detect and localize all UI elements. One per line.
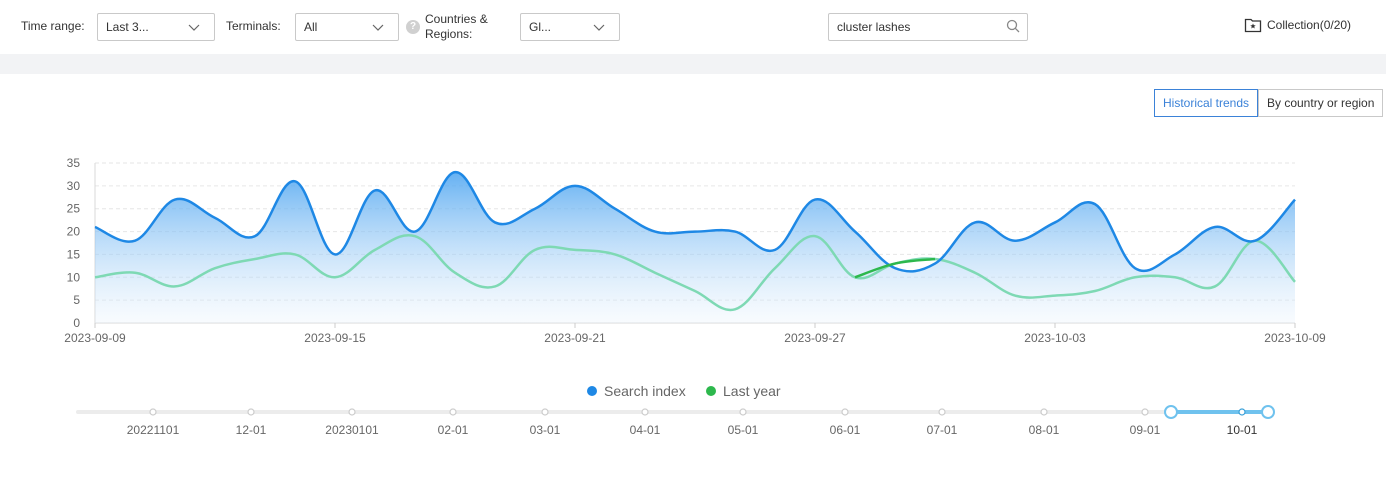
y-tick-label: 35 [67, 156, 81, 170]
search-icon[interactable] [1006, 19, 1020, 33]
timeline-tick [938, 408, 946, 416]
y-tick-label: 5 [73, 293, 80, 307]
chevron-down-icon [593, 24, 605, 31]
timeline-label: 09-01 [1130, 423, 1161, 437]
timeline-tick [641, 408, 649, 416]
timeline-label: 04-01 [630, 423, 661, 437]
y-tick-label: 25 [67, 202, 81, 216]
timeline-label: 05-01 [728, 423, 759, 437]
historical-trends-tab[interactable]: Historical trends [1154, 89, 1259, 117]
regions-label: Countries & Regions: [425, 12, 488, 42]
timeline-tick [449, 408, 457, 416]
last-year-line [94, 233, 1296, 312]
terminals-select[interactable]: All [295, 13, 399, 41]
y-tick-label: 10 [67, 270, 81, 284]
time-range-value: Last 3... [106, 20, 149, 34]
timeline-label: 07-01 [927, 423, 958, 437]
timeline-label: 02-01 [438, 423, 469, 437]
timeline-handle-end[interactable] [1261, 405, 1275, 419]
legend-label-search-index: Search index [604, 383, 686, 399]
regions-label-line2: Regions: [425, 27, 473, 41]
regions-value: Gl... [529, 20, 552, 34]
section-divider [0, 54, 1386, 74]
y-tick-label: 0 [73, 316, 80, 330]
time-range-select[interactable]: Last 3... [97, 13, 215, 41]
search-input[interactable] [828, 13, 1028, 41]
timeline-tick [739, 408, 747, 416]
filter-bar: Time range: Last 3... Terminals: All ? C… [0, 0, 1386, 54]
timeline-tick [247, 408, 255, 416]
y-tick-label: 30 [67, 179, 81, 193]
regions-label-line1: Countries & [425, 12, 488, 26]
collection-label: Collection(0/20) [1267, 18, 1352, 32]
timeline-tick [541, 408, 549, 416]
last-year-highlight-segment [854, 257, 936, 279]
by-country-tab[interactable]: By country or region [1258, 89, 1384, 117]
timeline-label: 03-01 [530, 423, 561, 437]
legend-marker-last-year [706, 386, 716, 396]
folder-star-icon [1244, 18, 1262, 33]
timeline-tick [149, 408, 157, 416]
timeline-label: 10-01 [1227, 423, 1258, 437]
regions-select[interactable]: Gl... [520, 13, 620, 41]
timeline-label: 12-01 [236, 423, 267, 437]
legend-label-last-year: Last year [723, 383, 781, 399]
timeline-tick [1040, 408, 1048, 416]
timeline-tick [1141, 408, 1149, 416]
x-tick-label: 2023-10-03 [1024, 331, 1086, 345]
timeline-handle-start[interactable] [1164, 405, 1178, 419]
x-tick-label: 2023-10-09 [1264, 331, 1326, 345]
timeline-tick [1238, 408, 1246, 416]
x-tick-label: 2023-09-15 [304, 331, 366, 345]
timeline-label: 20230101 [325, 423, 379, 437]
terminals-value: All [304, 20, 318, 34]
timeline-tick [841, 408, 849, 416]
timeline-tick [348, 408, 356, 416]
time-range-label: Time range: [21, 19, 85, 33]
timeline-label: 20221101 [127, 423, 180, 437]
x-tick-label: 2023-09-21 [544, 331, 606, 345]
x-tick-label: 2023-09-09 [64, 331, 126, 345]
chevron-down-icon [188, 24, 200, 31]
y-tick-label: 15 [67, 247, 81, 261]
y-tick-label: 20 [67, 225, 81, 239]
timeline-label: 08-01 [1029, 423, 1060, 437]
chevron-down-icon [372, 24, 384, 31]
legend-marker-search-index [587, 386, 597, 396]
terminals-label: Terminals: [226, 19, 281, 33]
help-icon[interactable]: ? [406, 20, 420, 34]
search-index-area [95, 172, 1295, 323]
x-tick-label: 2023-09-27 [784, 331, 846, 345]
timeline-label: 06-01 [830, 423, 861, 437]
collection-button[interactable]: Collection(0/20) [1244, 16, 1351, 34]
search-index-line [94, 170, 1296, 273]
